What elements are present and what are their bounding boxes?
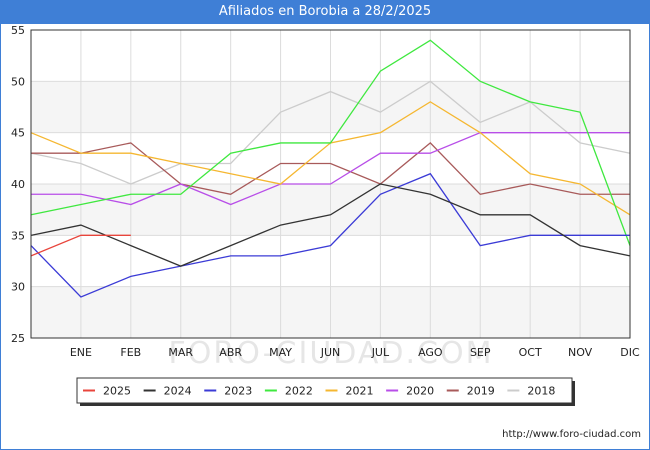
series-line-2025 xyxy=(30,234,131,257)
legend-label-2023: 2023 xyxy=(224,385,252,398)
series-line-2019 xyxy=(31,142,630,195)
plot-border xyxy=(30,29,631,339)
legend-box xyxy=(76,377,573,404)
legend-label-2020: 2020 xyxy=(406,385,434,398)
watermark: FORO-CIUDAD.COM xyxy=(169,336,494,371)
x-tick-label: NOV xyxy=(568,346,593,359)
series-lines xyxy=(30,39,631,298)
legend-label-2019: 2019 xyxy=(467,385,495,398)
legend-label-2021: 2021 xyxy=(346,385,374,398)
x-tick-label: ABR xyxy=(219,346,242,359)
x-tick-label: ENE xyxy=(70,346,92,359)
x-tick-label: FEB xyxy=(120,346,141,359)
y-tick-label: 45 xyxy=(11,127,25,140)
legend-label-2025: 2025 xyxy=(103,385,131,398)
x-tick-label: JUL xyxy=(371,346,390,359)
y-tick-label: 25 xyxy=(11,332,25,345)
y-tick-label: 55 xyxy=(11,24,25,37)
x-tick-label: MAY xyxy=(269,346,292,359)
x-tick-label: DIC xyxy=(620,346,640,359)
y-tick-label: 40 xyxy=(11,178,25,191)
x-tick-label: MAR xyxy=(168,346,193,359)
x-tick-label: OCT xyxy=(519,346,542,359)
x-tick-label: SEP xyxy=(470,346,491,359)
chart-title: Afiliados en Borobia a 28/2/2025 xyxy=(0,0,650,24)
series-line-2022 xyxy=(30,39,631,246)
x-tick-label: JUN xyxy=(320,346,341,359)
y-tick-label: 50 xyxy=(11,75,25,88)
series-line-2023 xyxy=(30,172,630,298)
legend-label-2022: 2022 xyxy=(285,385,313,398)
legend: 2025 2024 2023 2022 2021 2020 2019 2018 xyxy=(76,377,575,406)
axes: 25 30 35 40 45 50 55 ENE FEB MAR ABR MAY JUN JUL AGO SE… xyxy=(11,24,640,359)
y-tick-label: 35 xyxy=(11,229,25,242)
source-url[interactable]: http://www.foro-ciudad.com xyxy=(502,429,641,440)
series-line-2024 xyxy=(30,183,631,267)
legend-label-2018: 2018 xyxy=(527,385,555,398)
series-line-2020 xyxy=(31,132,630,206)
y-tick-label: 30 xyxy=(11,281,25,294)
legend-label-2024: 2024 xyxy=(164,385,192,398)
x-tick-label: AGO xyxy=(418,346,443,359)
